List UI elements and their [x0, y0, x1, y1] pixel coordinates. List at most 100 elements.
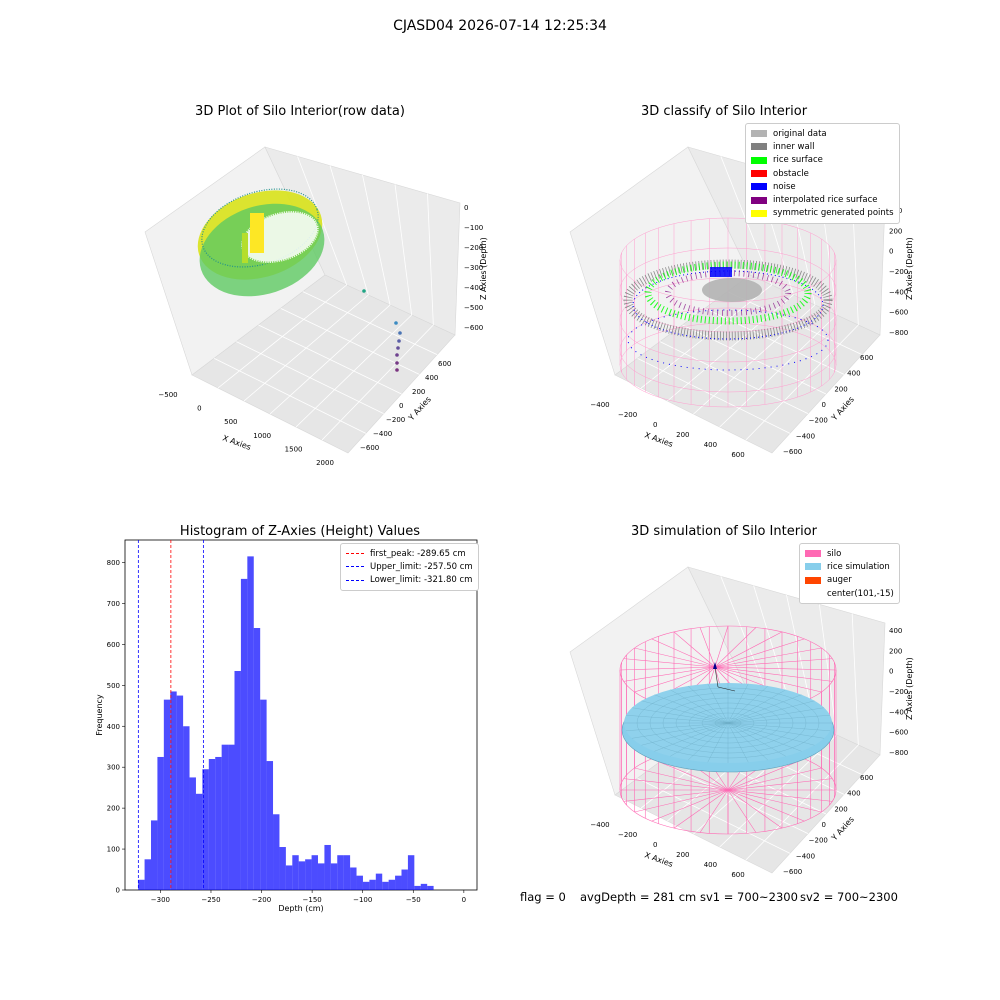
histogram-bar	[330, 863, 338, 890]
classify-point-cloud	[623, 259, 833, 371]
tick-label: −400	[889, 288, 908, 296]
histogram-bar	[157, 756, 164, 890]
sv2-text: sv2 = 700~2300	[800, 890, 898, 904]
histogram-bar	[279, 847, 286, 890]
legend-item: auger	[805, 574, 894, 587]
histogram-y-tick: 600	[107, 641, 120, 649]
histogram-bar	[427, 885, 434, 890]
histogram-bar	[144, 859, 151, 890]
tick-label: −200	[618, 831, 637, 839]
tick-label: 600	[731, 871, 744, 879]
histogram-y-tick: 300	[107, 764, 120, 772]
legend-label: silo	[827, 548, 842, 559]
histogram-bar	[215, 756, 222, 890]
histogram-bar	[234, 670, 241, 890]
tick-label: −400	[464, 284, 483, 292]
tick-label: 0	[822, 821, 826, 829]
tick-label: 200	[834, 805, 847, 813]
legend-color-swatch	[805, 563, 821, 571]
tick-label: −800	[889, 749, 908, 757]
legend-label: interpolated rice surface	[773, 195, 878, 206]
tick-label: 400	[847, 790, 860, 798]
histogram-bar	[356, 875, 363, 890]
histogram-bar	[208, 759, 216, 890]
histogram-bar	[183, 726, 190, 890]
raw-plot-title: 3D Plot of Silo Interior(row data)	[195, 104, 405, 119]
histogram-legend: first_peak: -289.65 cm Upper_limit: -257.…	[340, 543, 479, 591]
legend-item: silo	[805, 547, 894, 560]
simulation-plot-title: 3D simulation of Silo Interior	[631, 524, 817, 539]
histogram-bar	[407, 855, 415, 890]
legend-label: symmetric generated points	[773, 208, 894, 219]
histogram-x-axis-label: Depth (cm)	[278, 904, 323, 913]
tick-label: 200	[676, 851, 689, 859]
tick-label: −300	[464, 264, 483, 272]
histogram-bar	[240, 578, 248, 890]
tick-label: −200	[464, 244, 483, 252]
histogram-bar	[285, 865, 293, 890]
tick-label: 0	[464, 204, 468, 212]
legend-color-swatch	[805, 550, 821, 558]
histogram-x-tick: −200	[252, 896, 271, 904]
legend-label: center(101,-15)	[827, 588, 894, 599]
tick-label: −200	[889, 688, 908, 696]
histogram-bar	[388, 879, 396, 890]
histogram-bar	[266, 761, 274, 890]
tick-label: 400	[889, 627, 902, 635]
tick-label: 0	[399, 402, 403, 410]
histogram-y-tick: 800	[107, 559, 120, 567]
tick-label: −600	[464, 324, 483, 332]
tick-label: 200	[889, 227, 902, 235]
classify-legend: original data inner wall rice surface obsta…	[745, 123, 900, 225]
histogram-legend-item: Lower_limit: -321.80 cm	[346, 574, 473, 587]
tick-label: 400	[704, 861, 717, 869]
tick-label: −200	[809, 837, 828, 845]
raw-3d-plot: −500 0 500 1000 1500 2000 −600 −400 −200 0 2004006…	[144, 146, 488, 465]
tick-label: −800	[889, 329, 908, 337]
histogram-bar	[253, 628, 261, 890]
histogram-bar	[247, 556, 254, 890]
legend-line-swatch	[346, 566, 364, 568]
tick-label: 600	[860, 354, 873, 362]
tick-label: −400	[590, 821, 609, 829]
histogram-x-tick: −100	[353, 896, 372, 904]
legend-item: inner wall	[751, 140, 894, 153]
tick-label: 200	[889, 647, 902, 655]
histogram-bar	[150, 820, 158, 890]
legend-item: symmetric generated points	[751, 207, 894, 220]
histogram-bar	[350, 867, 357, 890]
tick-label: −400	[796, 432, 815, 440]
tick-label: 0	[889, 248, 893, 256]
legend-item: obstacle	[751, 167, 894, 180]
legend-label: first_peak: -289.65 cm	[370, 548, 466, 559]
tick-label: 1000	[253, 432, 271, 440]
histogram-bar	[292, 855, 299, 890]
classify-x-axis-label: X Axies	[643, 430, 674, 449]
histogram-y-tick: 0	[116, 887, 120, 895]
legend-label: noise	[773, 181, 796, 192]
tick-label: 0	[653, 841, 657, 849]
simulation-legend: silo rice simulation auger center(101,-15)	[799, 543, 900, 605]
histogram-bar	[337, 855, 344, 890]
histogram-bar	[228, 744, 235, 890]
tick-label: −600	[360, 444, 379, 452]
legend-color-swatch	[751, 183, 767, 191]
tick-label: −200	[889, 268, 908, 276]
tick-label: −200	[618, 411, 637, 419]
legend-item: interpolated rice surface	[751, 193, 894, 206]
legend-color-swatch	[751, 130, 767, 138]
rice-simulation-surface	[621, 683, 835, 773]
legend-color-swatch	[751, 209, 767, 217]
classify-silo-wireframe	[619, 217, 837, 408]
histogram-bar	[343, 855, 351, 890]
histogram-x-tick: −300	[151, 896, 170, 904]
sv1-text: sv1 = 700~2300	[700, 890, 798, 904]
tick-label: −500	[464, 304, 483, 312]
simulation-x-axis-label: X Axies	[643, 850, 674, 869]
tick-label: −200	[386, 416, 405, 424]
tick-label: 600	[860, 774, 873, 782]
histogram-bar	[369, 879, 376, 890]
